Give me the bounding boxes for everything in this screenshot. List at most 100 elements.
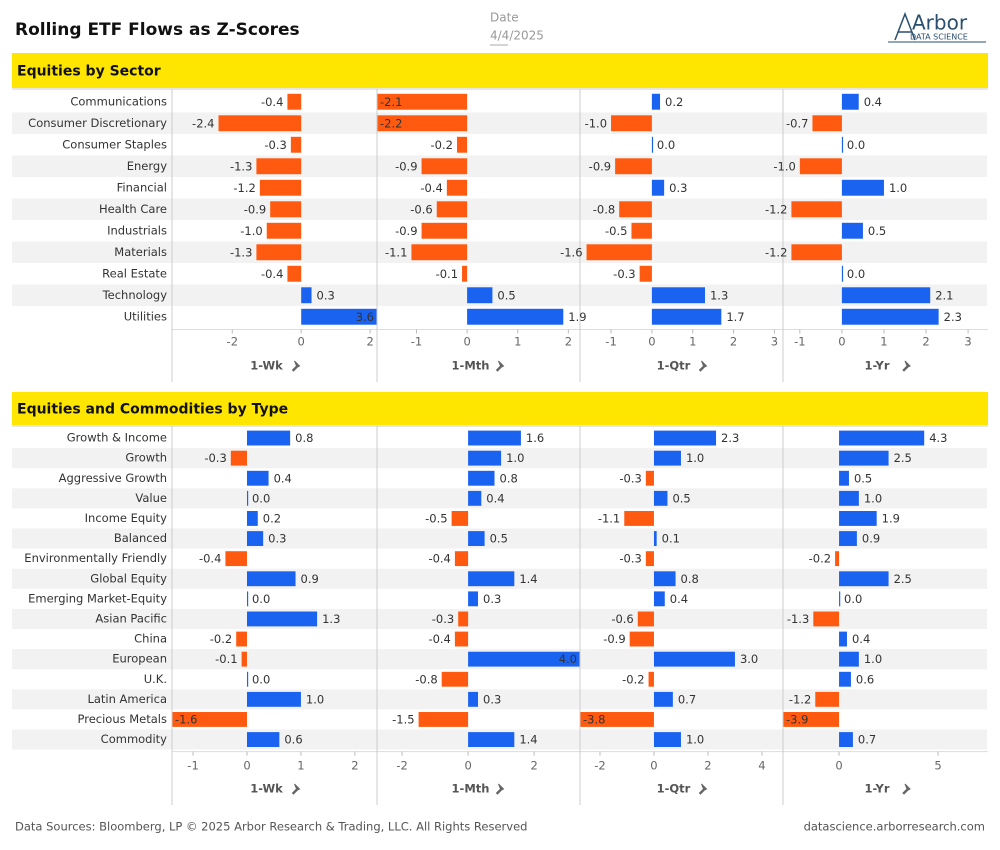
value-label: -0.3 bbox=[204, 451, 226, 465]
value-label: 0.6 bbox=[856, 672, 874, 686]
bar bbox=[468, 591, 479, 607]
panel-label: 1-Qtr bbox=[657, 359, 691, 373]
bar bbox=[468, 470, 495, 486]
bar bbox=[651, 93, 661, 110]
value-label: 0.8 bbox=[500, 471, 518, 485]
panel-label: 1-Mth bbox=[452, 359, 490, 373]
pin-icon bbox=[291, 783, 301, 795]
category-label: Balanced bbox=[114, 531, 167, 545]
value-label: -1.3 bbox=[787, 612, 809, 626]
category-label: Technology bbox=[102, 288, 168, 302]
bar bbox=[629, 631, 654, 647]
value-label: 0.0 bbox=[252, 672, 270, 686]
value-label: -1.6 bbox=[175, 712, 197, 726]
bar bbox=[653, 651, 735, 667]
bar bbox=[580, 712, 654, 727]
bar bbox=[287, 93, 302, 110]
x-tick-label: 0 bbox=[838, 335, 845, 349]
bar bbox=[468, 691, 479, 707]
bar bbox=[615, 158, 652, 175]
value-label: -0.4 bbox=[261, 95, 283, 109]
x-tick-label: 1 bbox=[514, 335, 521, 349]
category-label: Consumer Discretionary bbox=[28, 116, 167, 130]
bar bbox=[637, 611, 654, 627]
category-label: Environmentally Friendly bbox=[24, 551, 167, 565]
value-label: -1.1 bbox=[598, 511, 620, 525]
value-label: 0.2 bbox=[665, 95, 683, 109]
category-label: Financial bbox=[117, 180, 167, 194]
category-label: U.K. bbox=[144, 672, 167, 686]
value-label: -1.3 bbox=[230, 159, 252, 173]
value-label: -0.3 bbox=[619, 471, 641, 485]
bar bbox=[841, 265, 844, 282]
value-label: -1.2 bbox=[765, 202, 787, 216]
category-label: Commodity bbox=[101, 732, 168, 746]
category-label: Energy bbox=[127, 159, 167, 173]
x-tick-label: 1 bbox=[689, 335, 696, 349]
category-label: Communications bbox=[70, 94, 167, 108]
value-label: -0.4 bbox=[420, 181, 442, 195]
section-title: Equities and Commodities by Type bbox=[17, 402, 288, 418]
x-tick-label: 2 bbox=[366, 335, 373, 349]
value-label: 1.3 bbox=[322, 612, 340, 626]
category-label: Utilities bbox=[124, 309, 167, 323]
category-label: Growth bbox=[125, 451, 167, 465]
bar bbox=[421, 158, 468, 175]
value-label: -1.1 bbox=[385, 245, 407, 259]
value-label: 0.3 bbox=[669, 181, 687, 195]
bar bbox=[624, 511, 654, 526]
bar bbox=[290, 136, 302, 153]
value-label: -2.4 bbox=[192, 116, 214, 130]
bar bbox=[839, 430, 925, 446]
date-value[interactable]: 4/4/2025 bbox=[490, 29, 544, 43]
value-label: -2.2 bbox=[380, 116, 402, 130]
value-label: -0.9 bbox=[395, 159, 417, 173]
value-label: 0.4 bbox=[670, 592, 688, 606]
pin-icon bbox=[902, 360, 911, 372]
x-tick-label: 2 bbox=[704, 759, 711, 773]
panel-label: 1-Wk bbox=[250, 359, 283, 373]
bar bbox=[467, 308, 564, 325]
value-label: -0.2 bbox=[431, 138, 453, 152]
bar bbox=[468, 430, 521, 446]
bar bbox=[454, 631, 469, 647]
bar bbox=[653, 490, 668, 506]
x-tick-label: 0 bbox=[650, 759, 657, 773]
bar bbox=[812, 115, 842, 132]
value-label: 0.8 bbox=[295, 431, 313, 445]
bar bbox=[791, 201, 842, 218]
value-label: 1.7 bbox=[726, 310, 744, 324]
value-label: -0.6 bbox=[410, 202, 432, 216]
value-label: 1.0 bbox=[889, 181, 907, 195]
logo: Arbor bbox=[912, 11, 968, 35]
x-tick-label: 0 bbox=[298, 335, 305, 349]
bar bbox=[411, 244, 468, 261]
bar bbox=[839, 591, 841, 607]
value-label: 0.5 bbox=[497, 288, 515, 302]
bar bbox=[467, 287, 493, 304]
x-tick-label: -1 bbox=[605, 335, 616, 349]
pin-icon bbox=[291, 360, 301, 372]
category-label: Growth & Income bbox=[67, 431, 167, 445]
bar bbox=[813, 611, 840, 627]
category-label: Real Estate bbox=[102, 266, 167, 280]
value-label: -0.3 bbox=[619, 552, 641, 566]
value-label: 1.0 bbox=[686, 733, 704, 747]
value-label: -0.9 bbox=[589, 159, 611, 173]
bar bbox=[648, 671, 654, 687]
x-tick-label: 5 bbox=[934, 759, 941, 773]
value-label: 0.4 bbox=[864, 95, 882, 109]
value-label: 0.3 bbox=[317, 288, 335, 302]
bar bbox=[256, 244, 302, 261]
footer-left: Data Sources: Bloomberg, LP © 2025 Arbor… bbox=[15, 820, 527, 834]
value-label: 0.1 bbox=[662, 532, 680, 546]
value-label: 1.9 bbox=[568, 310, 586, 324]
value-label: -1.0 bbox=[773, 159, 795, 173]
bar bbox=[458, 611, 469, 627]
value-label: -0.1 bbox=[215, 652, 237, 666]
bar bbox=[839, 531, 857, 546]
value-label: -0.3 bbox=[432, 612, 454, 626]
bar bbox=[839, 732, 853, 747]
bar bbox=[468, 450, 502, 466]
